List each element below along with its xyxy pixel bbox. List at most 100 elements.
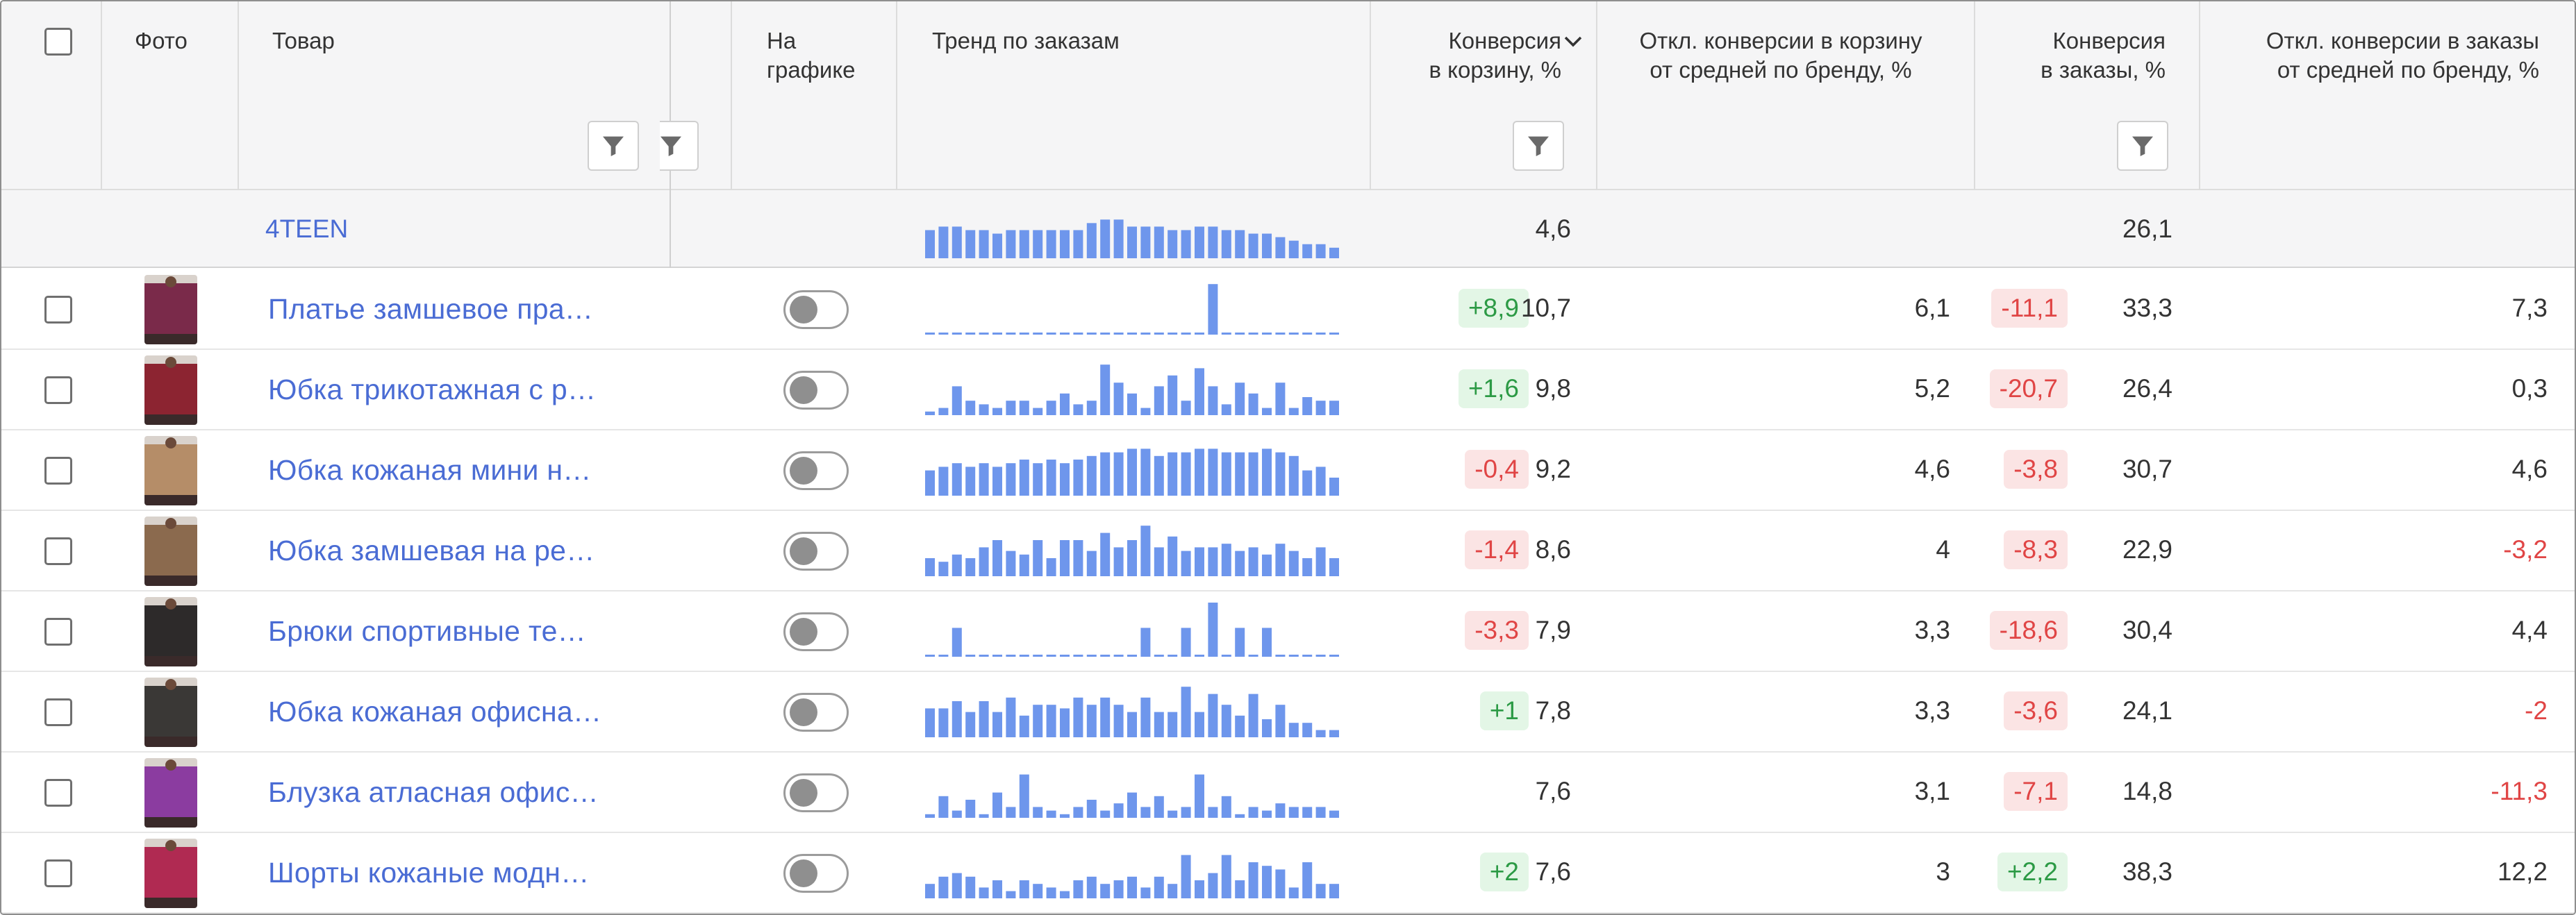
table-row[interactable]: Юбка трикотажная с р… +1,6 9,8 5,2 -20,7 26,4… bbox=[1, 350, 2575, 430]
table-row[interactable]: Юбка замшевая на ре… -1,4 8,6 4 -8,3 22,9 -3,2 bbox=[1, 511, 2575, 591]
order-trend-sparkline bbox=[925, 855, 1339, 898]
trend-bar bbox=[1302, 723, 1313, 737]
trend-bar bbox=[1006, 463, 1016, 496]
trend-bar bbox=[1086, 705, 1097, 737]
on-chart-toggle[interactable] bbox=[783, 532, 849, 571]
row-checkbox[interactable] bbox=[44, 537, 72, 565]
row-checkbox[interactable] bbox=[44, 859, 72, 887]
trend-bar bbox=[1262, 448, 1272, 496]
product-name-link[interactable]: Юбка трикотажная с р… bbox=[268, 373, 597, 405]
product-photo[interactable] bbox=[144, 758, 197, 828]
trend-bar bbox=[1262, 719, 1272, 737]
product-photo[interactable] bbox=[144, 517, 197, 586]
filter-button-conv-cart[interactable] bbox=[1513, 121, 1564, 171]
dev-cart-value: 6,1 bbox=[1914, 294, 1950, 322]
select-all-checkbox[interactable] bbox=[44, 28, 72, 56]
table-row[interactable]: Платье замшевое пра… +8,9 10,7 6,1 -11,1 33,3… bbox=[1, 269, 2575, 350]
chevron-down-icon[interactable] bbox=[1563, 33, 1584, 50]
trend-bar bbox=[1275, 655, 1286, 657]
filter-button-product[interactable] bbox=[588, 121, 639, 171]
trend-bar bbox=[1060, 814, 1070, 818]
filter-button-hidden-column[interactable] bbox=[660, 121, 699, 171]
column-header-dev-cart: Откл. конверсии в корзину от средней по … bbox=[1599, 26, 1963, 85]
table-row[interactable]: Шорты кожаные модн… +2 7,6 3 +2,2 38,3 12,2 bbox=[1, 833, 2575, 914]
column-header-dev-orders: Откл. конверсии в заказы от средней по б… bbox=[2203, 26, 2539, 85]
trend-bar bbox=[938, 655, 949, 657]
trend-bar bbox=[925, 884, 935, 898]
trend-bar bbox=[992, 233, 1002, 258]
trend-bar bbox=[1033, 884, 1043, 898]
trend-bar bbox=[925, 814, 935, 818]
conv-cart-deviation-badge: +8,9 bbox=[1458, 289, 1529, 328]
trend-bar bbox=[1019, 333, 1029, 335]
dev-orders-value: -11,3 bbox=[2491, 777, 2548, 805]
column-header-conv-orders[interactable]: Конверсия в заказы, % bbox=[1988, 26, 2166, 85]
trend-bar bbox=[1221, 544, 1231, 576]
on-chart-toggle[interactable] bbox=[783, 612, 849, 651]
trend-bar bbox=[1221, 855, 1231, 898]
table-row[interactable]: Блузка атласная офис… 7,6 3,1 -7,1 14,8 -11,3 bbox=[1, 753, 2575, 833]
product-name-link[interactable]: Шорты кожаные модн… bbox=[268, 857, 590, 889]
table-row[interactable]: Юбка кожаная мини н… -0,4 9,2 4,6 -3,8 30,7 4,… bbox=[1, 430, 2575, 511]
on-chart-toggle[interactable] bbox=[783, 693, 849, 732]
brand-trend-sparkline bbox=[925, 219, 1339, 258]
column-header-conv-cart[interactable]: Конверсия в корзину, % bbox=[1383, 26, 1561, 85]
product-name-link[interactable]: Юбка замшевая на ре… bbox=[268, 535, 595, 566]
trend-bar bbox=[1046, 558, 1056, 576]
trend-bar bbox=[1006, 655, 1016, 657]
trend-bar bbox=[1100, 333, 1111, 335]
trend-bar bbox=[1315, 730, 1326, 737]
trend-bar bbox=[1154, 876, 1164, 898]
on-chart-toggle[interactable] bbox=[783, 451, 849, 490]
table-row[interactable]: Брюки спортивные те… -3,3 7,9 3,3 -18,6 30,4 4… bbox=[1, 591, 2575, 672]
trend-bar bbox=[1262, 408, 1272, 415]
product-photo[interactable] bbox=[144, 597, 197, 666]
table-row[interactable]: Юбка кожаная офисна… +1 7,8 3,3 -3,6 24,1 -2 bbox=[1, 672, 2575, 753]
trend-bar bbox=[1033, 655, 1043, 657]
trend-bar bbox=[1154, 712, 1164, 737]
column-header-product[interactable]: Товар bbox=[272, 28, 335, 53]
trend-bar bbox=[1302, 655, 1313, 657]
row-checkbox[interactable] bbox=[44, 457, 72, 485]
trend-bar bbox=[1167, 884, 1178, 898]
row-checkbox[interactable] bbox=[44, 296, 72, 324]
on-chart-toggle[interactable] bbox=[783, 773, 849, 812]
photo-figure-head bbox=[165, 276, 176, 287]
conv-orders-value: 38,3 bbox=[2122, 857, 2172, 886]
on-chart-toggle[interactable] bbox=[783, 854, 849, 893]
dev-orders-value: 12,2 bbox=[2497, 857, 2548, 886]
product-name-link[interactable]: Юбка кожаная офисна… bbox=[268, 696, 602, 728]
photo-figure-head bbox=[165, 759, 176, 771]
conv-cart-value: 10,7 bbox=[1520, 294, 1571, 322]
trend-bar bbox=[1127, 712, 1137, 737]
product-photo[interactable] bbox=[144, 355, 197, 425]
conv-cart-value: 7,6 bbox=[1535, 777, 1571, 805]
product-name-link[interactable]: Брюки спортивные те… bbox=[268, 615, 586, 647]
product-name-link[interactable]: Юбка кожаная мини н… bbox=[268, 454, 592, 486]
row-checkbox[interactable] bbox=[44, 698, 72, 726]
trend-bar bbox=[1086, 655, 1097, 657]
trend-bar bbox=[1329, 730, 1339, 737]
trend-bar bbox=[992, 792, 1002, 818]
on-chart-toggle[interactable] bbox=[783, 371, 849, 410]
product-name-link[interactable]: Платье замшевое пра… bbox=[268, 293, 594, 325]
trend-bar bbox=[1195, 368, 1204, 415]
product-photo[interactable] bbox=[144, 275, 197, 344]
filter-button-conv-orders[interactable] bbox=[2117, 121, 2168, 171]
row-checkbox[interactable] bbox=[44, 376, 72, 404]
row-checkbox[interactable] bbox=[44, 618, 72, 646]
product-name-link[interactable]: Блузка атласная офис… bbox=[268, 776, 599, 808]
product-photo[interactable] bbox=[144, 839, 197, 908]
brand-link[interactable]: 4TEEN bbox=[265, 215, 349, 243]
conv-orders-value: 30,4 bbox=[2122, 616, 2172, 644]
trend-bar bbox=[1100, 655, 1111, 657]
product-photo[interactable] bbox=[144, 436, 197, 505]
trend-bar bbox=[1329, 247, 1339, 258]
row-checkbox[interactable] bbox=[44, 779, 72, 807]
brand-summary-row: 4TEEN 4,6 26,1 bbox=[1, 190, 2575, 268]
trend-bar bbox=[1086, 455, 1097, 496]
trend-bar bbox=[952, 386, 962, 415]
product-photo[interactable] bbox=[144, 678, 197, 747]
on-chart-toggle[interactable] bbox=[783, 290, 849, 329]
